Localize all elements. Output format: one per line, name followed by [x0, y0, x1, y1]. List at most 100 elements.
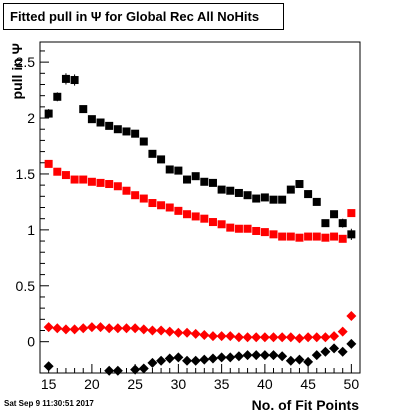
square-marker [295, 233, 304, 242]
square-marker [304, 190, 313, 199]
square-marker [260, 228, 269, 237]
square-marker [217, 185, 226, 194]
diamond-marker [251, 332, 262, 343]
data-markers [43, 73, 357, 376]
y-axis-ticks: 0 0.5 1 1.5 2 2.5 [16, 50, 49, 350]
square-marker [208, 178, 217, 187]
square-marker [208, 218, 217, 227]
diamond-marker [156, 325, 167, 336]
x-axis-label: No. of Fit Points [252, 397, 360, 413]
square-marker [157, 155, 166, 164]
square-marker [131, 129, 140, 138]
diamond-marker [285, 332, 296, 343]
diamond-marker [69, 324, 80, 335]
square-marker [234, 224, 243, 233]
diamond-marker [130, 323, 141, 334]
diamond-marker [346, 310, 357, 321]
square-marker [148, 149, 157, 158]
square-marker [79, 105, 88, 114]
square-marker [330, 232, 339, 241]
diamond-marker [60, 324, 71, 335]
square-marker [165, 203, 174, 212]
square-marker [174, 206, 183, 215]
diamond-marker [147, 357, 158, 368]
square-marker [260, 193, 269, 202]
diamond-marker [207, 331, 218, 342]
y-tick-label: 0.5 [16, 278, 36, 294]
square-marker [226, 186, 235, 195]
plot-frame [39, 41, 361, 374]
x-tick-label: 45 [300, 376, 316, 392]
square-marker [44, 159, 53, 168]
diamond-marker [225, 331, 236, 342]
square-marker [79, 175, 88, 184]
diamond-marker [43, 322, 54, 333]
diamond-marker [182, 355, 193, 366]
y-tick-label: 1.5 [16, 166, 36, 182]
diamond-marker [303, 356, 314, 367]
square-marker [122, 127, 131, 136]
square-marker [165, 165, 174, 174]
x-tick-label: 40 [257, 376, 273, 392]
square-marker [87, 177, 96, 186]
square-marker [96, 178, 105, 187]
square-marker [191, 212, 200, 221]
diamond-marker [277, 332, 288, 343]
diamond-marker [337, 346, 348, 357]
square-marker [321, 233, 330, 242]
diamond-marker [104, 365, 115, 376]
x-tick-label: 25 [127, 376, 143, 392]
square-marker [113, 125, 122, 134]
square-marker [286, 185, 295, 194]
square-marker [183, 210, 192, 219]
diamond-marker [259, 332, 270, 343]
square-marker [295, 180, 304, 189]
diamond-marker [216, 352, 227, 363]
diamond-marker [138, 324, 149, 335]
diamond-marker [121, 323, 132, 334]
square-marker [217, 220, 226, 229]
diamond-marker [225, 352, 236, 363]
diamond-marker [147, 325, 158, 336]
diamond-marker [294, 333, 305, 344]
square-marker [252, 194, 261, 203]
diamond-marker [207, 353, 218, 364]
square-marker [243, 224, 252, 233]
square-marker [70, 175, 79, 184]
square-marker [157, 201, 166, 210]
diamond-marker [311, 350, 322, 361]
diamond-marker [104, 323, 115, 334]
square-marker [286, 232, 295, 241]
x-tick-label: 30 [171, 376, 187, 392]
square-marker [304, 232, 313, 241]
x-tick-label: 35 [214, 376, 230, 392]
square-marker [61, 171, 70, 180]
square-marker [113, 182, 122, 191]
diamond-marker [95, 322, 106, 333]
x-axis-ticks: 15 20 25 30 35 40 45 50 [39, 364, 361, 392]
diamond-marker [78, 323, 89, 334]
diamond-marker [268, 332, 279, 343]
square-marker [122, 186, 131, 195]
diamond-marker [311, 332, 322, 343]
square-marker [61, 74, 70, 83]
square-marker [338, 219, 347, 228]
diamond-marker [138, 363, 149, 374]
square-marker [131, 191, 140, 200]
square-marker [347, 209, 356, 218]
square-marker [200, 177, 209, 186]
diamond-marker [216, 331, 227, 342]
x-tick-label: 15 [41, 376, 57, 392]
x-tick-label: 20 [84, 376, 100, 392]
square-marker [105, 180, 114, 189]
square-marker [139, 137, 148, 146]
date-stamp: Sat Sep 9 11:30:51 2017 [4, 399, 94, 408]
square-marker [139, 194, 148, 203]
square-marker [269, 230, 278, 239]
diamond-marker [303, 332, 314, 343]
square-marker [278, 195, 287, 204]
diamond-marker [337, 326, 348, 337]
diamond-marker [190, 355, 201, 366]
square-marker [148, 199, 157, 208]
